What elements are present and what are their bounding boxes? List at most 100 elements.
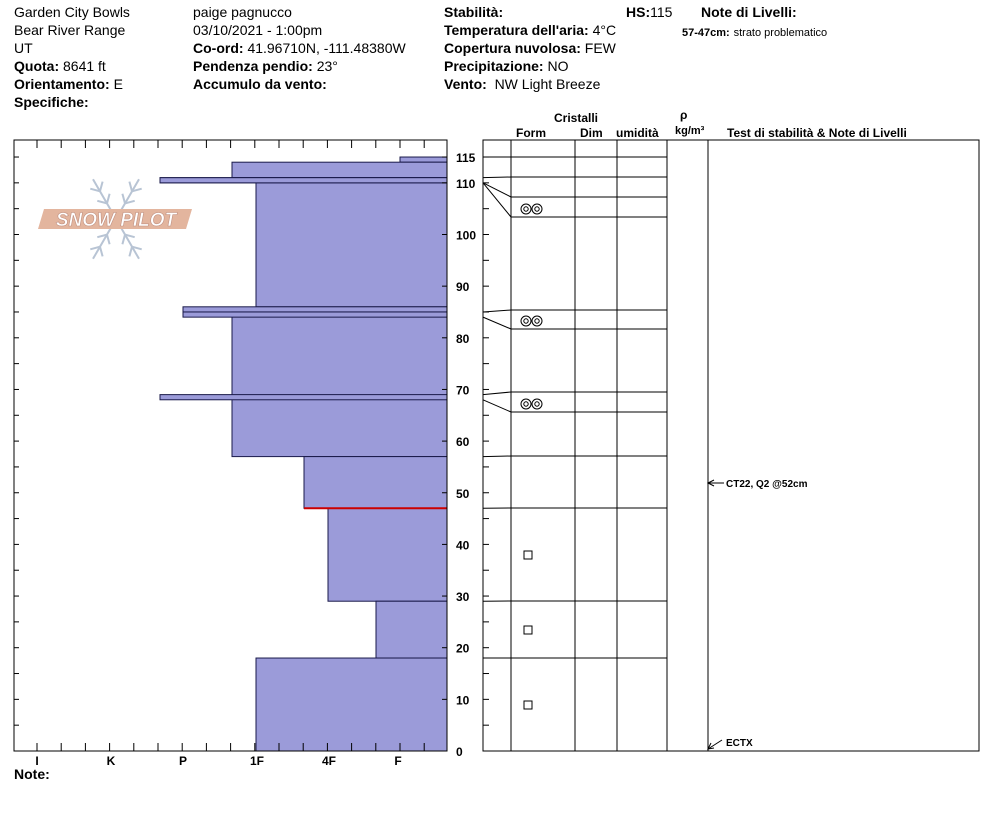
depth-tick-label: 0 (456, 745, 463, 759)
density-symbol: ρ (680, 108, 688, 122)
elevation-label: Quota: (14, 58, 60, 74)
hardness-layer (399, 156, 448, 163)
snowflake-branch (106, 234, 111, 245)
stability-test-label: CT22, Q2 @52cm (726, 479, 808, 490)
snowflake-branch (121, 193, 126, 204)
hardness-layer (231, 161, 448, 179)
snowflake-branch (99, 246, 104, 257)
rounding-grain-icon (531, 398, 543, 410)
hardness-tick-label: P (179, 754, 187, 768)
location-name: Garden City Bowls (14, 4, 130, 20)
hardness-layer (255, 657, 448, 752)
snowflake-branch (90, 187, 101, 193)
hardness-layer (255, 182, 448, 308)
layer-notes-label: Note di Livelli: (701, 4, 797, 20)
rounding-grain-icon (520, 315, 532, 327)
state: UT (14, 40, 33, 56)
layer-connector (482, 309, 512, 313)
rounding-grain-icon (520, 398, 532, 410)
depth-tick-label: 110 (456, 177, 476, 191)
snowflake-branch (128, 246, 133, 257)
stability-arrow (707, 739, 723, 750)
logo-text: SNOW PILOT (56, 210, 178, 231)
elevation-value: 8641 ft (63, 58, 106, 74)
layer-connector (482, 182, 512, 198)
rounding-grain-icon (531, 203, 543, 215)
stability-label: Stabilità: (444, 4, 504, 20)
wind-value: NW Light Breeze (494, 76, 601, 92)
hardness-tick-label: F (394, 754, 401, 768)
grid-lines (482, 156, 724, 750)
precip-value: NO (547, 58, 569, 74)
hardness-tick-label: 1F (250, 754, 264, 768)
hardness-layer (303, 456, 448, 509)
snowflake-branch (131, 187, 142, 193)
faceted-grain-icon (523, 700, 533, 710)
layer-connector (482, 399, 512, 413)
rounding-grain-icon (520, 203, 532, 215)
thin-layer (159, 177, 448, 184)
slope-value: 23° (316, 58, 338, 74)
stability-arrowhead (706, 479, 715, 487)
snowflake-branch (106, 193, 111, 204)
faceted-grain-icon (523, 550, 533, 560)
slope-label: Pendenza pendio: (193, 58, 313, 74)
faceted-grain-icon (523, 625, 533, 635)
thin-layer (159, 394, 448, 401)
depth-tick-label: 40 (456, 538, 470, 552)
depth-tick-label: 20 (456, 642, 470, 656)
snowflake-branch (97, 233, 108, 239)
rounding-grain-icon (531, 315, 543, 327)
note-label: Note: (14, 766, 50, 782)
snowflake-branch (99, 181, 104, 192)
depth-tick-label: 80 (456, 332, 470, 346)
layer-connector (482, 455, 512, 458)
snowflake-branch (128, 181, 133, 192)
depth-tick-label: 30 (456, 590, 470, 604)
air-temp-value: 4°C (592, 22, 617, 38)
rounding-grain-icon (523, 206, 529, 212)
depth-tick-label: 10 (456, 693, 470, 707)
hardness-layer (231, 311, 448, 458)
hardness-tick-label: K (107, 754, 116, 768)
snowflake-branch (121, 234, 126, 245)
stability-test-label: ECTX (726, 738, 753, 749)
observer-name: paige pagnucco (193, 4, 292, 20)
stability-arrowhead (707, 742, 715, 750)
snowflake-branch (97, 199, 108, 205)
hardness-tick-label: 4F (322, 754, 336, 768)
hardness-layers (159, 156, 448, 752)
snowflake-branch (124, 233, 135, 239)
snowflake-branch (131, 245, 142, 251)
depth-tick-label: 50 (456, 487, 470, 501)
precip-label: Precipitazione: (444, 58, 544, 74)
hardness-layer (182, 306, 448, 313)
hardness-tick-label: I (35, 754, 38, 768)
rounding-grain-icon (534, 318, 540, 324)
layer-note-text: strato problematico (733, 27, 828, 39)
observation-datetime: 03/10/2021 - 1:00pm (193, 22, 323, 38)
wind-loading-label: Accumulo da vento: (193, 76, 327, 92)
crystals-header: Cristalli (554, 111, 599, 125)
aspect-label: Orientamento: (14, 76, 110, 92)
hs-value: 115 (650, 4, 673, 20)
chart-frame (13, 139, 980, 752)
rounding-grain-icon (534, 206, 540, 212)
layer-connector (482, 316, 512, 330)
depth-tick-label: 70 (456, 383, 470, 397)
moisture-header: umidità (616, 126, 659, 140)
mountain-range: Bear River Range (14, 22, 126, 38)
sky-value: FEW (584, 40, 616, 56)
hardness-layer (327, 507, 448, 602)
air-temp-label: Temperatura dell'aria: (444, 22, 589, 38)
layer-note-range: 57-47cm: (682, 27, 730, 39)
specifics-label: Specifiche: (14, 94, 89, 110)
stability-notes-header: Test di stabilità & Note di Livelli (727, 126, 907, 140)
layer-connector (482, 182, 512, 218)
depth-tick-label: 100 (456, 229, 476, 243)
snowflake-branch (90, 245, 101, 251)
layer-connector (482, 176, 512, 179)
layer-table-frame (482, 139, 980, 752)
axis-labels: I K P 1F 4F F 0 10 20 30 40 50 60 70 80 90 100 110 115 CT22… (35, 151, 807, 768)
